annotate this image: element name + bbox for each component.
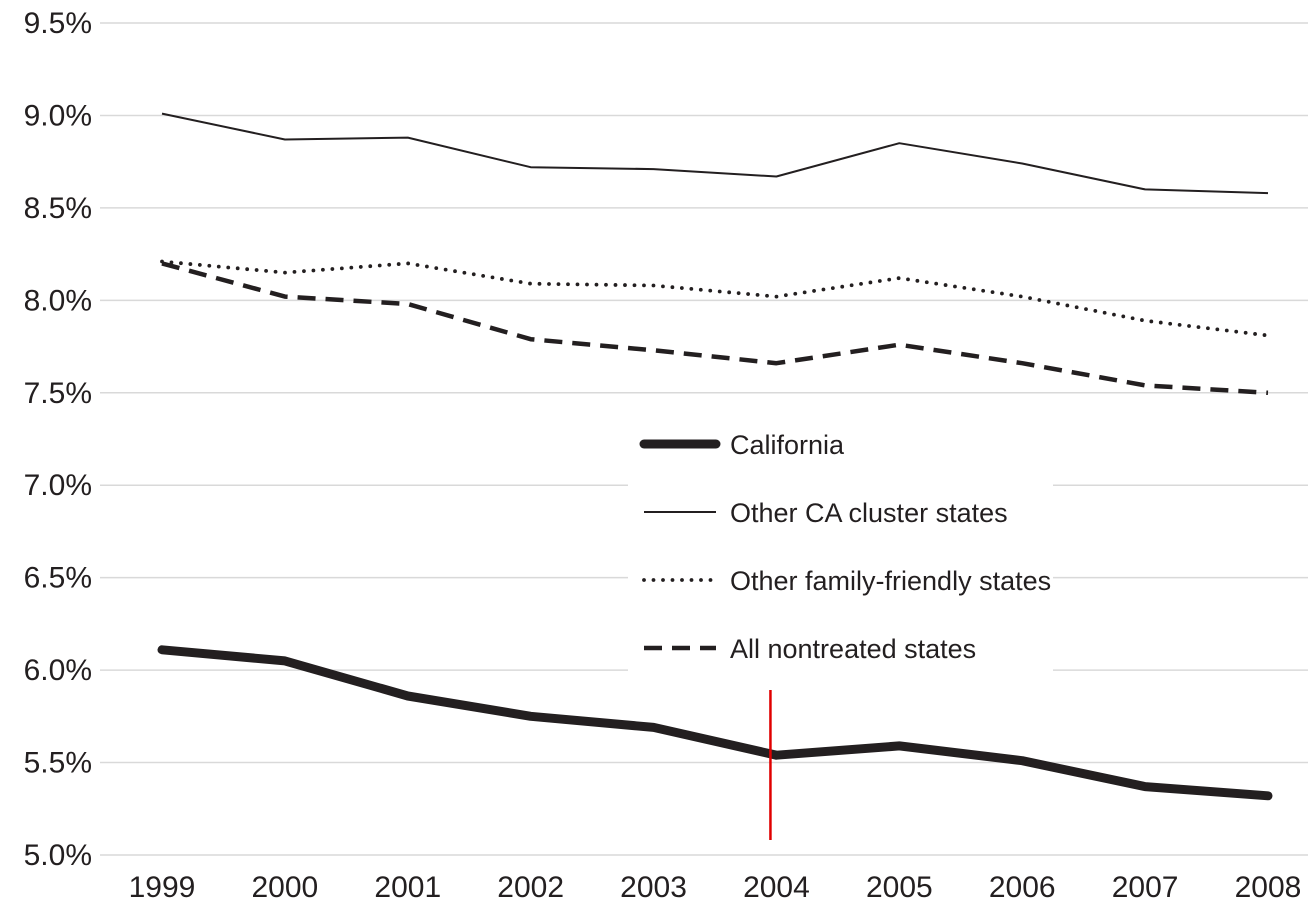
- x-tick-label: 2005: [866, 871, 933, 903]
- y-tick-label: 8.0%: [24, 284, 92, 317]
- y-axis-tick-labels: 5.0% 5.5% 6.0% 6.5% 7.0% 7.5% 8.0% 8.5% 9.0% 9.5%: [24, 7, 92, 872]
- y-tick-label: 5.0%: [24, 839, 92, 872]
- x-tick-label: 2004: [743, 871, 810, 903]
- x-tick-label: 2001: [374, 871, 441, 903]
- y-tick-label: 7.5%: [24, 377, 92, 410]
- y-tick-label: 5.5%: [24, 747, 92, 780]
- series-line-other-ca-cluster-states: [161, 112, 1269, 195]
- series-lines: [157, 112, 1273, 801]
- legend: California Other CA cluster states Other f…: [628, 420, 1053, 682]
- y-tick-label: 8.5%: [24, 192, 92, 225]
- y-tick-label: 9.0%: [24, 99, 92, 132]
- legend-label-all-nontreated-states: All nontreated states: [730, 634, 976, 664]
- series-line-all-nontreated-states: [161, 261, 1269, 396]
- x-tick-label: 2002: [497, 871, 564, 903]
- legend-label-other-family-friendly-states: Other family-friendly states: [730, 566, 1051, 596]
- y-tick-label: 9.5%: [24, 7, 92, 40]
- legend-label-other-ca-cluster-states: Other CA cluster states: [730, 498, 1008, 528]
- x-tick-label: 2003: [620, 871, 687, 903]
- x-tick-label: 2006: [989, 871, 1056, 903]
- legend-label-california: California: [730, 430, 845, 460]
- x-tick-label: 1999: [129, 871, 196, 903]
- y-tick-label: 7.0%: [24, 469, 92, 502]
- x-tick-label: 2007: [1112, 871, 1179, 903]
- series-line-california: [157, 645, 1273, 801]
- legend-background: [628, 420, 1053, 682]
- y-tick-label: 6.0%: [24, 654, 92, 687]
- x-tick-label: 2000: [252, 871, 319, 903]
- x-axis-tick-labels: 1999 2000 2001 2002 2003 2004 2005 2006 2007 2008: [129, 871, 1302, 903]
- y-tick-label: 6.5%: [24, 562, 92, 595]
- x-tick-label: 2008: [1235, 871, 1302, 903]
